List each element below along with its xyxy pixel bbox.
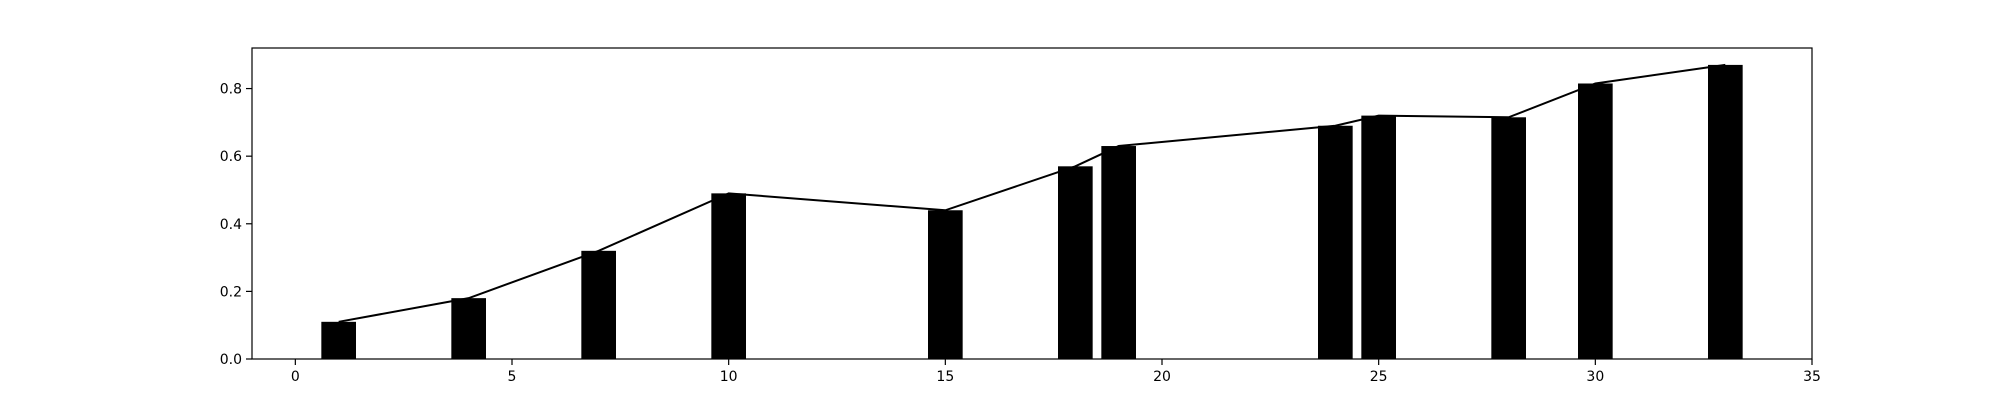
bar-7 <box>1318 125 1353 359</box>
series-line <box>338 63 1726 323</box>
bar-9 <box>1491 117 1526 359</box>
bar-2 <box>581 250 616 359</box>
x-tick-label: 10 <box>720 369 738 385</box>
x-tick-label: 25 <box>1370 369 1388 385</box>
y-tick-label: 0.2 <box>220 284 242 300</box>
x-tick-label: 5 <box>508 369 517 385</box>
x-tick-label: 30 <box>1586 369 1604 385</box>
bar-1 <box>451 298 486 359</box>
x-tick-label: 20 <box>1153 369 1171 385</box>
line-layer <box>338 63 1726 323</box>
y-tick-label: 0.8 <box>220 82 242 98</box>
bars-layer <box>321 64 1743 360</box>
y-axis: 0.0 0.2 0.4 0.6 0.8 <box>220 82 252 368</box>
y-tick-label: 0.6 <box>220 149 242 165</box>
bar-5 <box>1058 166 1093 359</box>
bar-4 <box>928 210 963 359</box>
plot-frame <box>251 47 1813 360</box>
bar-10 <box>1578 83 1613 359</box>
bar-6 <box>1101 146 1136 359</box>
y-tick-label: 0.4 <box>220 217 242 233</box>
x-tick-label: 15 <box>936 369 954 385</box>
x-axis: 0 5 10 15 20 25 30 35 <box>291 359 1821 385</box>
y-tick-label: 0.0 <box>220 352 242 368</box>
x-tick-label: 35 <box>1803 369 1821 385</box>
bar-11 <box>1708 64 1743 360</box>
bar-3 <box>711 193 746 359</box>
x-tick-label: 0 <box>291 369 300 385</box>
bar-0 <box>321 321 356 359</box>
bar-8 <box>1361 115 1396 359</box>
